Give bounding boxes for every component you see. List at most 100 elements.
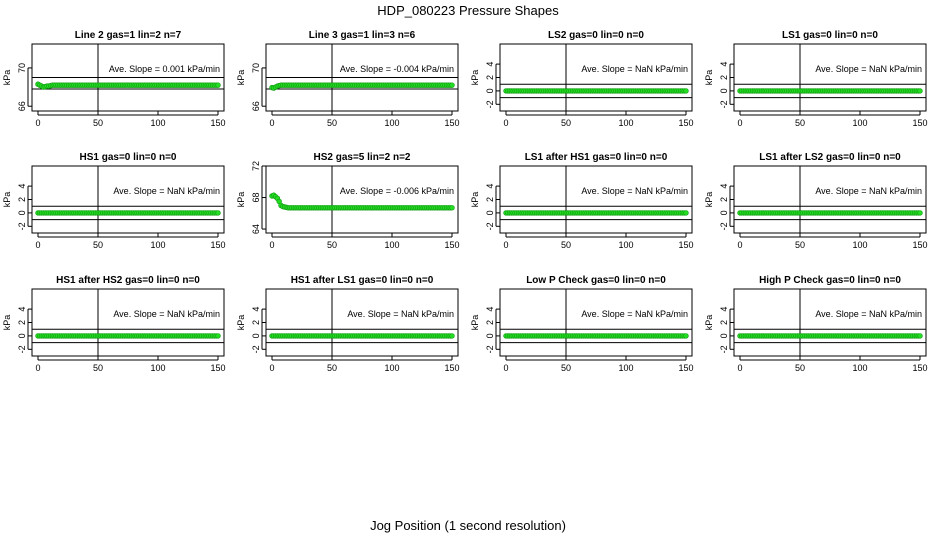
- x-tick-label: 0: [269, 363, 274, 373]
- plot-frame: [733, 165, 927, 234]
- slope-value: NaN: [635, 309, 656, 319]
- data-point: [683, 210, 689, 216]
- plot-frame: [499, 43, 693, 112]
- y-tick-label: 68: [251, 193, 261, 203]
- y-tick-label: 72: [251, 161, 261, 171]
- y-tick-label: 2: [485, 197, 495, 202]
- slope-value: NaN: [635, 186, 656, 196]
- y-axis-label: kPa: [236, 70, 246, 86]
- slope-annotation: Ave. Slope = 0.001 kPa/min: [109, 64, 220, 74]
- y-tick-label: 70: [17, 63, 27, 73]
- y-tick-label: 2: [485, 75, 495, 80]
- x-tick-label: 0: [503, 363, 508, 373]
- y-axis-label: kPa: [236, 315, 246, 331]
- plot-frame: [265, 288, 459, 357]
- x-tick-label: 100: [384, 363, 399, 373]
- x-tick-label: 100: [150, 363, 165, 373]
- slope-label: Ave. Slope =: [340, 186, 394, 196]
- slope-label: Ave. Slope =: [815, 186, 869, 196]
- x-tick-label: 100: [618, 363, 633, 373]
- x-tick-label: 150: [912, 363, 927, 373]
- y-tick-label: 66: [251, 101, 261, 111]
- y-tick-label: -2: [719, 345, 729, 353]
- slope-value: NaN: [167, 186, 188, 196]
- y-axis-label: kPa: [470, 315, 480, 331]
- y-axis-label: kPa: [2, 70, 12, 86]
- data-point: [449, 82, 455, 88]
- slope-unit: kPa/min: [655, 309, 688, 319]
- y-tick-label: 4: [17, 184, 27, 189]
- x-tick-label: 50: [93, 240, 103, 250]
- slope-value: -0.006: [393, 186, 421, 196]
- y-axis-label: kPa: [470, 70, 480, 86]
- slope-value: NaN: [635, 64, 656, 74]
- data-series: [503, 333, 689, 339]
- slope-unit: kPa/min: [655, 64, 688, 74]
- x-tick-label: 100: [150, 118, 165, 128]
- x-tick-label: 0: [35, 240, 40, 250]
- y-tick-label: 2: [719, 75, 729, 80]
- y-tick-label: 2: [251, 320, 261, 325]
- y-tick-label: 2: [17, 320, 27, 325]
- data-point: [449, 333, 455, 339]
- chart-panel: HS1 gas=0 lin=0 n=0 -2 0 2 4 kPa 0 50 100 150 Ave.…: [2, 152, 226, 250]
- x-tick-label: 50: [327, 240, 337, 250]
- slope-value: NaN: [869, 309, 890, 319]
- x-tick-label: 0: [269, 240, 274, 250]
- data-point: [917, 88, 923, 94]
- y-tick-label: 0: [719, 333, 729, 338]
- x-axis-label: Jog Position (1 second resolution): [370, 518, 566, 533]
- slope-value: NaN: [869, 64, 890, 74]
- data-series: [737, 210, 923, 216]
- data-series: [269, 192, 455, 211]
- chart-panel: Line 3 gas=1 lin=3 n=6 66 70 kPa 0 50 100 150 Av…: [236, 30, 460, 128]
- slope-unit: kPa/min: [421, 309, 454, 319]
- panel-title: High P Check gas=0 lin=0 n=0: [759, 275, 901, 286]
- slope-unit: kPa/min: [889, 309, 922, 319]
- data-series: [35, 81, 221, 90]
- panel-title: Line 3 gas=1 lin=3 n=6: [309, 30, 416, 41]
- x-tick-label: 50: [795, 118, 805, 128]
- y-axis-label: kPa: [704, 315, 714, 331]
- x-tick-label: 100: [384, 118, 399, 128]
- data-point: [215, 333, 221, 339]
- data-point: [215, 210, 221, 216]
- y-tick-label: 4: [485, 307, 495, 312]
- x-tick-label: 100: [852, 240, 867, 250]
- x-tick-label: 50: [561, 118, 571, 128]
- figure-title: HDP_080223 Pressure Shapes: [377, 3, 559, 18]
- y-tick-label: 4: [719, 184, 729, 189]
- slope-annotation: Ave. Slope = NaN kPa/min: [815, 309, 922, 319]
- data-series: [269, 333, 455, 339]
- y-tick-label: 0: [17, 210, 27, 215]
- slope-label: Ave. Slope =: [347, 309, 401, 319]
- data-series: [269, 82, 455, 91]
- data-point: [683, 333, 689, 339]
- y-tick-label: 64: [251, 224, 261, 234]
- slope-value: NaN: [401, 309, 422, 319]
- plot-frame: [499, 165, 693, 234]
- panel-title: LS2 gas=0 lin=0 n=0: [548, 30, 644, 41]
- y-tick-label: -2: [485, 100, 495, 108]
- plot-frame: [733, 43, 927, 112]
- y-tick-label: 2: [719, 197, 729, 202]
- slope-unit: kPa/min: [187, 64, 220, 74]
- slope-label: Ave. Slope =: [113, 309, 167, 319]
- x-tick-label: 0: [503, 240, 508, 250]
- chart-panel: HS1 after LS1 gas=0 lin=0 n=0 -2 0 2 4 kPa 0 50…: [236, 275, 460, 373]
- data-series: [503, 210, 689, 216]
- x-tick-label: 150: [210, 363, 225, 373]
- y-tick-label: 2: [719, 320, 729, 325]
- slope-annotation: Ave. Slope = NaN kPa/min: [113, 186, 220, 196]
- x-tick-label: 0: [737, 363, 742, 373]
- slope-value: -0.004: [393, 64, 421, 74]
- panel-title: Line 2 gas=1 lin=2 n=7: [75, 30, 182, 41]
- chart-panel: HS1 after HS2 gas=0 lin=0 n=0 -2 0 2 4 kPa 0 50…: [2, 275, 226, 373]
- y-tick-label: 4: [719, 62, 729, 67]
- slope-annotation: Ave. Slope = NaN kPa/min: [581, 64, 688, 74]
- y-tick-label: -2: [719, 100, 729, 108]
- y-axis-label: kPa: [2, 192, 12, 208]
- x-tick-label: 150: [678, 240, 693, 250]
- y-axis-label: kPa: [236, 192, 246, 208]
